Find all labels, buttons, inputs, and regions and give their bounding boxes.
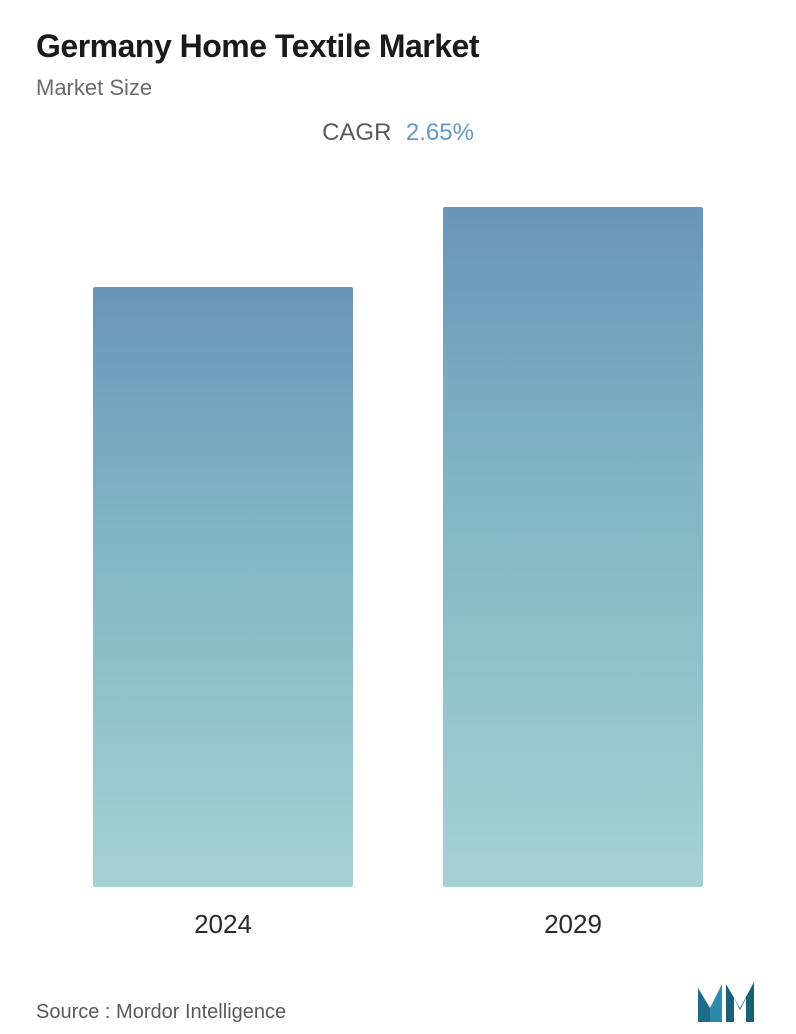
footer: Source : Mordor Intelligence	[36, 950, 760, 1032]
cagr-value: 2.65%	[406, 119, 474, 146]
bar-label-1: 2029	[544, 909, 602, 940]
source-text: Source : Mordor Intelligence	[36, 1001, 286, 1024]
bar-0	[93, 287, 353, 887]
bar-group-1: 2029	[443, 207, 703, 940]
cagr-label: CAGR	[322, 119, 391, 146]
chart-title: Germany Home Textile Market	[36, 28, 760, 65]
cagr-row: CAGR 2.65%	[36, 119, 760, 147]
bar-group-0: 2024	[93, 287, 353, 940]
bar-1	[443, 207, 703, 887]
chart-subtitle: Market Size	[36, 75, 760, 101]
chart-area: 2024 2029	[36, 207, 760, 950]
chart-container: Germany Home Textile Market Market Size …	[0, 0, 796, 1034]
brand-logo-icon	[696, 980, 760, 1024]
bar-label-0: 2024	[194, 909, 252, 940]
